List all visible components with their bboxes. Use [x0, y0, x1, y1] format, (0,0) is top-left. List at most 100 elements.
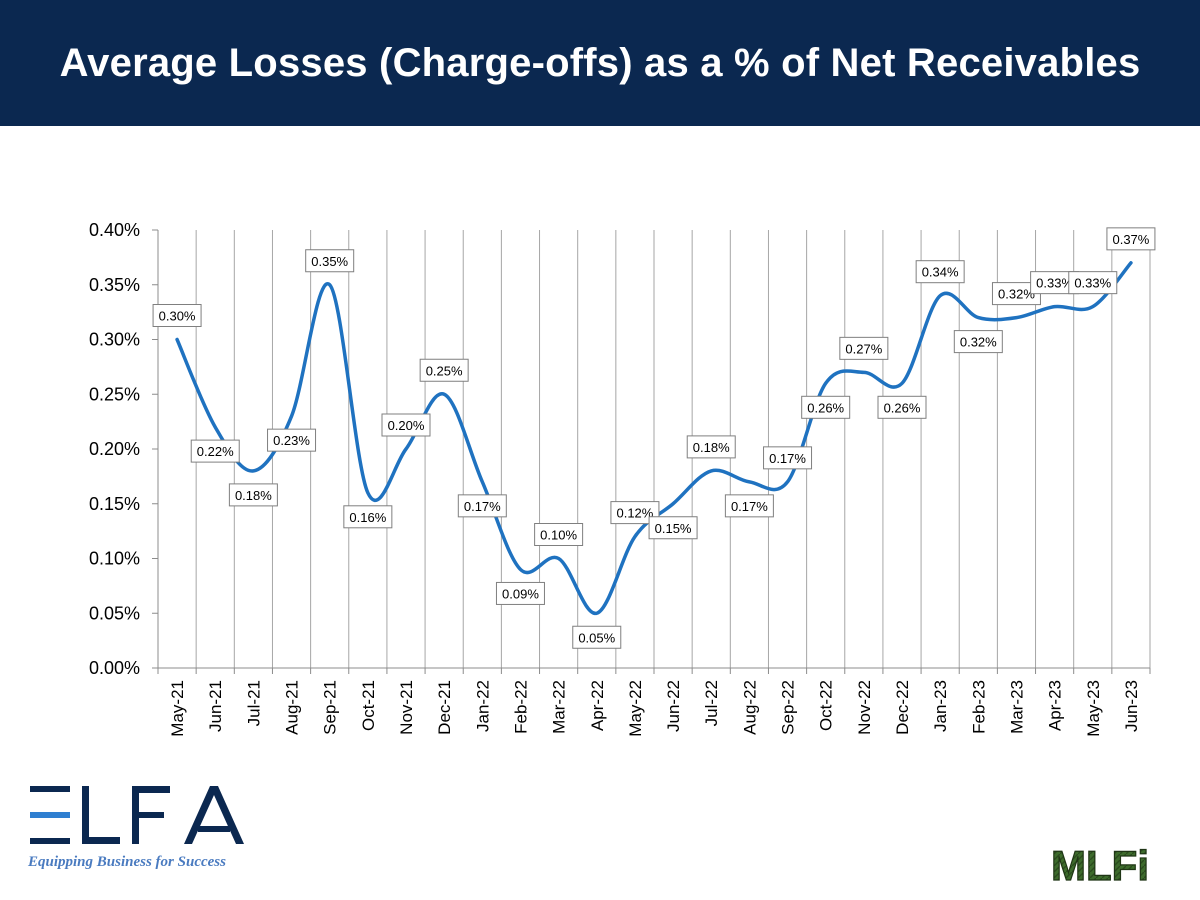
data-label-text: 0.16%: [349, 510, 386, 525]
x-tick-label: May-22: [626, 680, 645, 737]
data-label-box: [686, 435, 736, 459]
data-label-box: [457, 494, 507, 518]
data-label-box: [152, 304, 202, 327]
y-tick-label: 0.25%: [89, 384, 140, 404]
y-tick-label: 0.35%: [89, 275, 140, 295]
x-tick-label: Feb-22: [511, 680, 530, 734]
data-label-text: 0.18%: [235, 488, 272, 503]
data-label-box: [1106, 227, 1156, 251]
page-title: Average Losses (Charge-offs) as a % of N…: [59, 40, 1141, 85]
data-label-box: [1068, 271, 1118, 295]
data-label: 0.18%: [228, 483, 278, 507]
data-label-box: [724, 494, 774, 518]
x-tick-label: Aug-22: [740, 680, 759, 735]
data-label: 0.10%: [534, 523, 584, 546]
data-label-box: [228, 483, 278, 507]
data-label: 0.17%: [724, 494, 774, 518]
chart-series: [175, 261, 1133, 615]
data-label-text: 0.37%: [1112, 232, 1149, 247]
data-label: 0.18%: [686, 435, 736, 459]
elfa-tagline: Equipping Business for Success: [28, 854, 226, 870]
x-tick-label: Mar-22: [550, 680, 569, 734]
data-label-box: [915, 260, 965, 284]
x-tick-label: May-21: [168, 680, 187, 737]
x-tick-label: Jun-21: [206, 680, 225, 732]
elfa-logo: Equipping Business for Success: [28, 782, 268, 882]
data-label-text: 0.18%: [693, 440, 730, 455]
data-label-text: 0.32%: [960, 335, 997, 350]
data-label-text: 0.12%: [616, 506, 653, 521]
chart-grid: [195, 230, 1151, 668]
data-label: 0.26%: [801, 395, 851, 419]
data-label: 0.16%: [343, 505, 393, 529]
data-label-box: [648, 516, 698, 540]
x-tick-label: Oct-22: [817, 680, 836, 731]
data-label: 0.25%: [419, 358, 469, 382]
data-label-text: 0.15%: [655, 521, 692, 536]
data-label: 0.32%: [991, 282, 1041, 306]
x-tick-label: Jun-23: [1122, 680, 1141, 732]
data-label-text: 0.20%: [388, 418, 425, 433]
data-label-box: [534, 523, 584, 546]
data-label-box: [953, 330, 1003, 354]
data-label-text: 0.17%: [464, 499, 501, 514]
data-label: 0.33%: [1030, 271, 1080, 295]
data-label-box: [267, 428, 317, 452]
data-label: 0.09%: [495, 581, 545, 605]
data-label: 0.05%: [572, 625, 622, 649]
data-label-text: 0.32%: [998, 287, 1035, 302]
x-tick-label: Jun-22: [664, 680, 683, 732]
mlfi-logo: MLFi: [1050, 842, 1149, 886]
data-label: 0.32%: [953, 330, 1003, 354]
data-label-text: 0.33%: [1074, 276, 1111, 291]
data-label: 0.35%: [305, 249, 355, 273]
data-label-box: [343, 505, 393, 529]
data-label-text: 0.10%: [540, 528, 577, 543]
data-label: 0.15%: [648, 516, 698, 540]
data-label: 0.12%: [610, 501, 660, 525]
svg-text:MLFi: MLFi: [1051, 842, 1149, 886]
data-label-box: [190, 439, 240, 463]
y-tick-label: 0.40%: [89, 220, 140, 240]
x-tick-label: Apr-23: [1046, 680, 1065, 731]
data-label: 0.17%: [763, 446, 813, 470]
x-tick-label: Jul-21: [244, 680, 263, 726]
x-tick-label: Mar-23: [1007, 680, 1026, 734]
x-tick-label: Jul-22: [702, 680, 721, 726]
data-label: 0.34%: [915, 260, 965, 284]
data-label-box: [572, 625, 622, 649]
x-tick-label: Nov-21: [397, 680, 416, 735]
y-tick-label: 0.15%: [89, 494, 140, 514]
data-label: 0.17%: [457, 494, 507, 518]
data-label: 0.27%: [839, 336, 889, 360]
data-label: 0.22%: [190, 439, 240, 463]
x-tick-label: Sep-22: [779, 680, 798, 735]
data-label-text: 0.35%: [311, 254, 348, 269]
elfa-logo-mark: [30, 786, 244, 844]
x-tick-label: Dec-21: [435, 680, 454, 735]
data-label: 0.37%: [1106, 227, 1156, 251]
y-tick-label: 0.00%: [89, 658, 140, 678]
x-tick-label: Nov-22: [855, 680, 874, 735]
x-tick-label: May-23: [1084, 680, 1103, 737]
chart-axes: 0.00% 0.05% 0.10% 0.15% 0.20% 0.25% 0.30% 0.35%…: [89, 220, 1151, 737]
data-label-box: [381, 413, 431, 437]
y-tick-label: 0.10%: [89, 549, 140, 569]
data-label-text: 0.27%: [845, 341, 882, 356]
data-label: 0.33%: [1068, 271, 1118, 295]
data-label: 0.20%: [381, 413, 431, 437]
data-label-text: 0.25%: [426, 363, 463, 378]
data-label: 0.23%: [267, 428, 317, 452]
series-line: [175, 261, 1133, 615]
data-label-text: 0.17%: [731, 499, 768, 514]
y-tick-label: 0.05%: [89, 603, 140, 623]
x-tick-label: Aug-21: [283, 680, 302, 735]
x-tick-label: Oct-21: [359, 680, 378, 731]
data-label-text: 0.09%: [502, 586, 539, 601]
data-label-box: [877, 395, 927, 419]
data-label: 0.30%: [152, 304, 202, 327]
x-tick-label: Sep-21: [321, 680, 340, 735]
data-label-box: [801, 395, 851, 419]
x-tick-label: Jan-22: [473, 680, 492, 732]
